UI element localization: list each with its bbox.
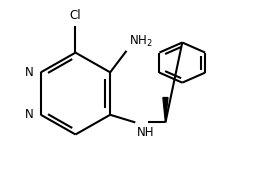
Text: NH: NH — [137, 126, 154, 139]
Text: N: N — [25, 108, 33, 121]
Text: NH$_2$: NH$_2$ — [129, 34, 153, 49]
Text: N: N — [25, 66, 33, 79]
Text: Cl: Cl — [70, 9, 81, 22]
Polygon shape — [163, 98, 168, 122]
